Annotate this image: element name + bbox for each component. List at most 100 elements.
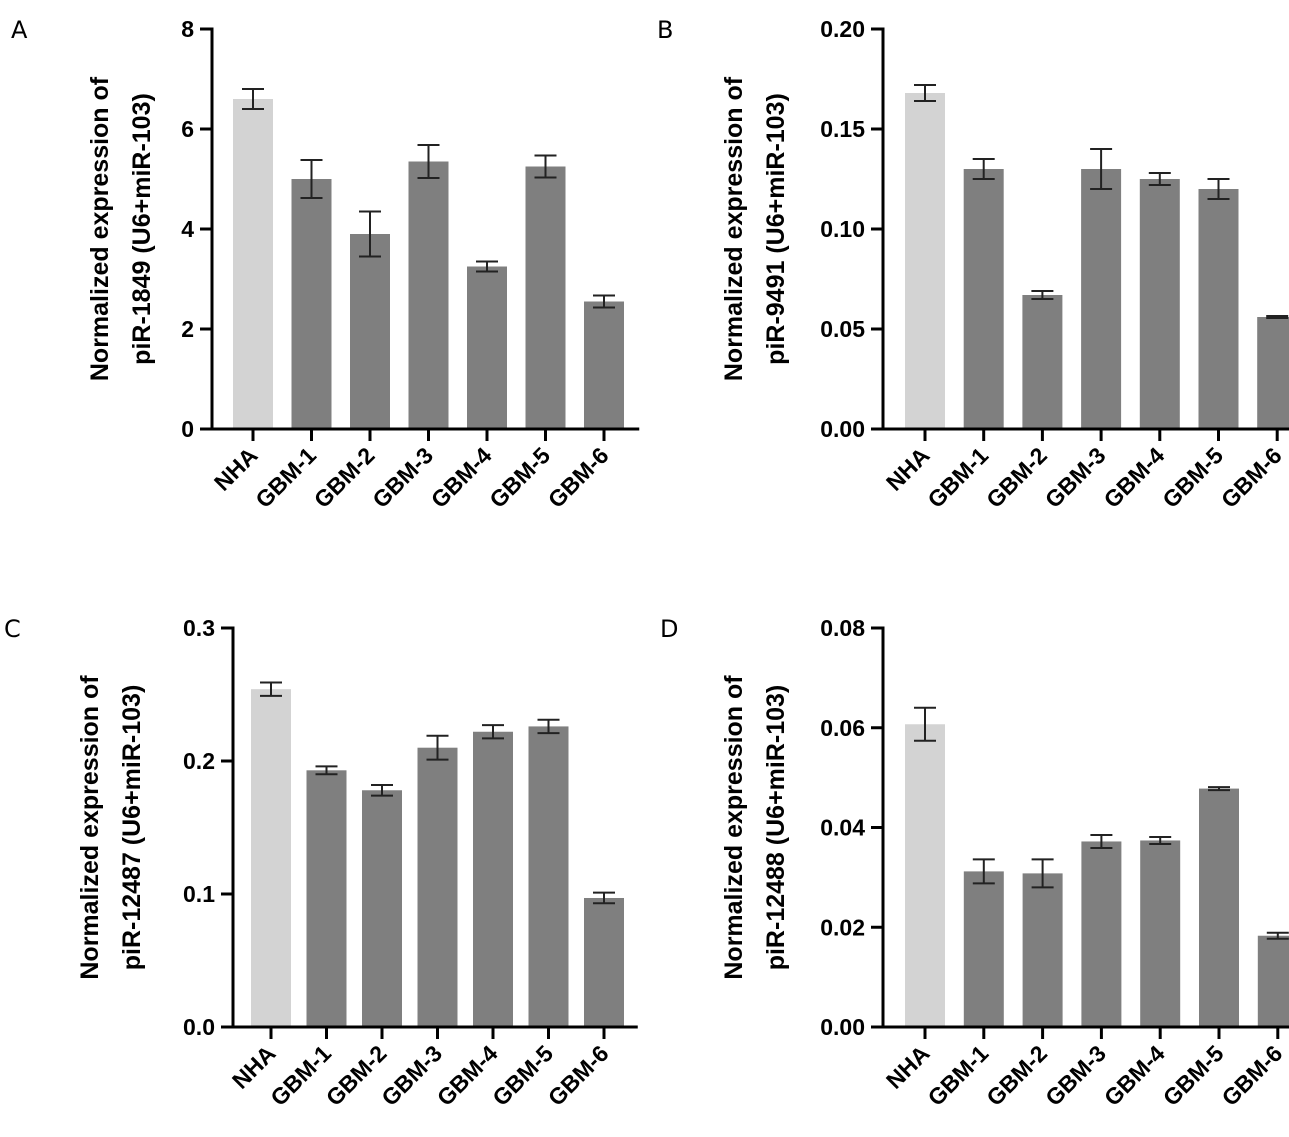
x-tick-label-gbm-2: GBM-2 [309, 442, 380, 513]
x-tick-label-gbm-4: GBM-4 [1099, 442, 1170, 513]
bar-gbm-3 [417, 747, 458, 1027]
y-axis-label-line-2: piR-1849 (U6+miR-103) [128, 93, 156, 365]
x-tick-label-gbm-6: GBM-6 [1216, 442, 1287, 513]
bar-gbm-4 [467, 266, 507, 429]
y-axis-label-line-1: Normalized expression of [720, 675, 748, 980]
y-tick-label: 0.15 [820, 116, 865, 142]
panel-b: B 0.00 0.05 0.10 0.15 0.20 NHAGBM-1GBM-2GBM-3… [657, 16, 1289, 513]
y-tick-label: 0.20 [820, 16, 865, 42]
x-tick-label-gbm-1: GBM-1 [923, 1040, 994, 1111]
x-tick-label-gbm-6: GBM-6 [543, 442, 614, 513]
bar-gbm-5 [1199, 788, 1239, 1027]
x-tick-label-gbm-3: GBM-3 [376, 1040, 447, 1111]
bar-gbm-3 [1081, 169, 1122, 429]
x-tick-label-gbm-4: GBM-4 [426, 442, 497, 513]
bar-gbm-6 [584, 897, 624, 1027]
error-bar-gbm-4 [1148, 172, 1171, 186]
x-tick-label-gbm-1: GBM-1 [250, 442, 321, 513]
bar-gbm-4 [1139, 179, 1180, 429]
bar-nha [233, 99, 273, 429]
bar-gbm-6 [1257, 317, 1289, 429]
x-tick-label-gbm-3: GBM-3 [1040, 1040, 1111, 1111]
bar-gbm-5 [1198, 189, 1239, 429]
panel-letter: A [11, 16, 28, 44]
error-bar-gbm-5 [1208, 786, 1230, 792]
y-axis-label-line-1: Normalized expression of [720, 76, 748, 381]
error-bar-gbm-5 [534, 154, 557, 179]
x-tick-label-gbm-4: GBM-4 [1099, 1040, 1170, 1111]
error-bar-gbm-5 [537, 718, 560, 735]
y-tick-label: 8 [181, 16, 194, 42]
error-bar-gbm-3 [417, 144, 440, 179]
x-tick-label-gbm-2: GBM-2 [321, 1040, 392, 1111]
error-bar-nha [914, 706, 936, 742]
y-tick-label: 6 [181, 116, 194, 142]
error-bar-gbm-6 [1266, 315, 1289, 319]
error-bar-gbm-2 [1031, 858, 1054, 889]
x-tick-label-gbm-4: GBM-4 [432, 1040, 503, 1111]
bar-gbm-2 [350, 234, 390, 429]
bar-gbm-4 [1140, 840, 1181, 1027]
y-axis-label-line-1: Normalized expression of [86, 76, 114, 381]
x-tick-label-nha: NHA [881, 1040, 935, 1094]
panel-d: D 0.00 0.02 0.04 0.06 0.08 NHAGBM-1GBM-2GBM-3… [660, 615, 1289, 1111]
error-bar-gbm-1 [972, 158, 995, 180]
x-tick-label-gbm-3: GBM-3 [367, 442, 438, 513]
y-axis-label-line-2: piR-12488 (U6+miR-103) [762, 685, 790, 971]
x-tick-label-gbm-6: GBM-6 [543, 1040, 614, 1111]
x-tick-label-nha: NHA [209, 442, 263, 496]
y-tick-label: 0.1 [183, 881, 215, 907]
x-tick-label-gbm-5: GBM-5 [1157, 442, 1228, 513]
x-tick-label-gbm-2: GBM-2 [981, 1040, 1052, 1111]
bar-gbm-5 [525, 166, 566, 429]
y-tick-label: 0.0 [183, 1014, 215, 1040]
panel-letter: C [4, 615, 21, 643]
error-bar-gbm-4 [476, 260, 498, 273]
x-tick-label-gbm-5: GBM-5 [484, 442, 555, 513]
y-axis-label-line-2: piR-12487 (U6+miR-103) [118, 685, 146, 971]
error-bar-gbm-6 [593, 891, 615, 905]
y-tick-label: 0.00 [820, 1014, 865, 1040]
y-tick-label: 0.08 [820, 615, 865, 641]
bar-gbm-1 [963, 169, 1004, 429]
bar-gbm-3 [1081, 841, 1122, 1027]
bar-nha [905, 724, 945, 1027]
y-tick-label: 0.2 [183, 748, 215, 774]
bar-gbm-3 [408, 161, 449, 429]
error-bar-gbm-1 [315, 765, 338, 776]
y-tick-label: 0.3 [183, 615, 215, 641]
y-tick-label: 2 [181, 316, 194, 342]
error-bar-nha [242, 88, 264, 110]
error-bar-gbm-1 [972, 858, 995, 885]
error-bar-gbm-2 [371, 783, 393, 797]
bar-gbm-2 [1022, 873, 1063, 1027]
bar-gbm-2 [362, 790, 402, 1027]
x-tick-label-gbm-1: GBM-1 [922, 442, 993, 513]
error-bar-gbm-2 [1031, 290, 1054, 300]
error-bar-gbm-1 [300, 159, 323, 199]
panel-a: A 0 2 4 6 8 NHAGBM-1GBM-2GBM-3GBM-4GBM-5GBM-6… [11, 16, 640, 513]
bar-gbm-1 [963, 871, 1004, 1027]
error-bar-gbm-6 [1266, 931, 1289, 940]
error-bar-gbm-3 [1090, 148, 1113, 190]
x-tick-label-gbm-3: GBM-3 [1040, 442, 1111, 513]
error-bar-gbm-4 [1149, 835, 1172, 845]
y-tick-label: 0.00 [820, 416, 865, 442]
bar-gbm-1 [291, 179, 332, 429]
y-tick-label: 4 [181, 216, 194, 242]
error-bar-gbm-3 [426, 734, 449, 761]
error-bar-nha [260, 681, 282, 697]
error-bar-gbm-5 [1207, 178, 1230, 200]
error-bar-gbm-4 [482, 724, 504, 740]
x-tick-label-gbm-2: GBM-2 [981, 442, 1052, 513]
y-tick-label: 0.04 [820, 815, 865, 841]
x-tick-label-gbm-1: GBM-1 [265, 1040, 336, 1111]
x-tick-label-gbm-5: GBM-5 [1158, 1040, 1229, 1111]
bar-nha [905, 93, 945, 429]
error-bar-gbm-2 [359, 210, 381, 258]
x-tick-label-gbm-5: GBM-5 [487, 1040, 558, 1111]
bar-gbm-6 [1257, 935, 1289, 1027]
y-axis-label-line-2: piR-9491 (U6+miR-103) [762, 93, 790, 365]
error-bar-gbm-6 [593, 294, 615, 309]
